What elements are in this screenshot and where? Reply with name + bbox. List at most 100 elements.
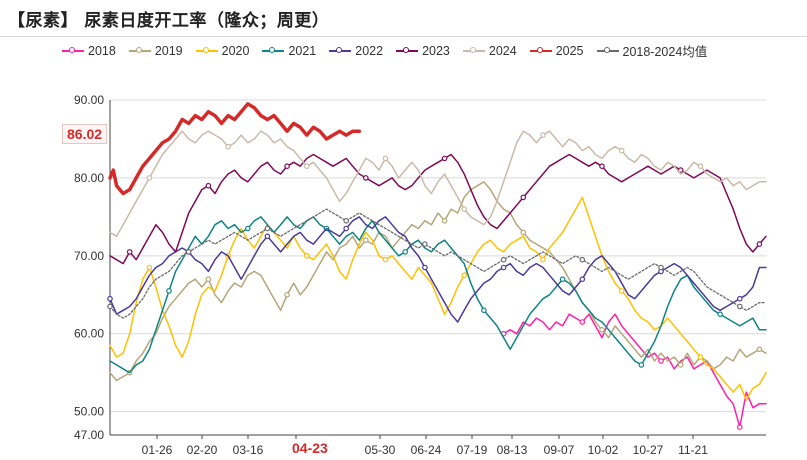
- series-marker-2021: [559, 276, 566, 283]
- chart-title: 【尿素】 尿素日度开工率（隆众；周更）: [8, 11, 330, 31]
- series-marker-2021: [245, 225, 251, 232]
- legend-label: 2018: [88, 43, 116, 58]
- series-marker-2022: [107, 295, 113, 302]
- latest-value-badge: 86.02: [62, 124, 108, 144]
- series-marker-2024: [146, 175, 153, 181]
- series-marker-2019: [284, 291, 290, 298]
- legend-item: 2025: [529, 41, 584, 60]
- current-date-label: 04-23: [288, 440, 332, 456]
- series-marker-2020: [382, 256, 389, 263]
- series-marker-2024: [461, 206, 468, 212]
- legend-item: 2019: [128, 41, 183, 60]
- series-marker-2022: [579, 276, 586, 283]
- x-tick-label: 07-19: [457, 443, 488, 457]
- series-line-2025: [108, 102, 362, 196]
- series-marker-2024: [382, 155, 389, 162]
- legend-item: 2023: [396, 41, 450, 60]
- series-marker-2021: [402, 249, 409, 255]
- legend-item: 2021: [262, 41, 316, 60]
- series-line-2019: [109, 181, 767, 382]
- series-marker-2024: [540, 132, 546, 138]
- legend-swatch: [262, 46, 285, 56]
- series-marker-2023: [362, 175, 369, 181]
- series-line-2023: [109, 153, 767, 265]
- legend-label: 2018-2024均值: [622, 45, 708, 59]
- x-tick-label: 03-16: [233, 443, 264, 457]
- legend-item: 2022: [329, 41, 383, 60]
- series-line-2020: [109, 196, 767, 401]
- chart-legend: 2018 2019 2020 2021 2022 2023 2024 2025 2018-202…: [62, 41, 707, 60]
- series-marker-2019: [205, 276, 212, 283]
- series-marker-2023: [284, 163, 290, 170]
- legend-swatch: [529, 46, 552, 56]
- series-marker-2018-2024均值: [579, 256, 586, 263]
- legend-marker: [403, 46, 410, 53]
- series-marker-2023: [677, 167, 684, 173]
- series-marker-2019: [677, 362, 684, 368]
- legend-label: 2020: [221, 43, 250, 58]
- series-marker-2018: [736, 424, 743, 431]
- series-marker-2024: [618, 147, 625, 154]
- series-marker-2023: [520, 194, 527, 201]
- x-tick-label: 08-13: [497, 443, 528, 457]
- series-marker-2018-2024均值: [343, 218, 350, 224]
- series-marker-2020: [461, 272, 468, 279]
- series-marker-2020: [697, 354, 704, 360]
- series-marker-2019: [599, 326, 605, 333]
- series-marker-2023: [756, 241, 763, 247]
- legend-marker: [69, 46, 75, 53]
- series-marker-2020: [303, 253, 310, 259]
- series-marker-2023: [599, 163, 605, 170]
- legend-marker: [536, 46, 543, 53]
- y-tick-label: 90.00: [74, 93, 104, 107]
- series-line-2024: [109, 130, 767, 238]
- x-tick-label: 02-20: [187, 443, 218, 457]
- series-marker-2022: [264, 233, 271, 240]
- legend-item: 2020: [195, 41, 250, 60]
- series-marker-2024: [697, 163, 704, 170]
- series-marker-2022: [422, 264, 428, 271]
- x-tick-label: 11-21: [678, 443, 708, 457]
- y-tick-label: 80.00: [74, 171, 104, 185]
- series-marker-2018: [579, 319, 586, 325]
- x-tick-label: 06-24: [411, 443, 442, 457]
- legend-marker: [135, 46, 142, 53]
- series-marker-2020: [146, 264, 153, 271]
- series-marker-2022: [500, 264, 507, 271]
- legend-label: 2025: [555, 43, 584, 58]
- series-marker-2022: [343, 225, 350, 232]
- series-line-2018-2024均值: [109, 208, 767, 319]
- legend-label: 2019: [154, 43, 183, 58]
- x-tick-label: 01-26: [142, 443, 173, 457]
- legend-swatch: [396, 46, 419, 56]
- y-tick-label: 47.00: [74, 428, 104, 442]
- series-marker-2018-2024均值: [422, 241, 428, 247]
- series-marker-2018-2024均值: [500, 256, 507, 263]
- series-marker-2019: [520, 229, 527, 236]
- series-marker-2018-2024均值: [658, 264, 664, 271]
- series-marker-2020: [540, 256, 546, 263]
- series-marker-2023: [441, 155, 448, 162]
- series-marker-2021: [481, 307, 487, 314]
- legend-label: 2023: [422, 43, 450, 58]
- legend-swatch: [596, 46, 619, 56]
- legend-label: 2021: [288, 43, 317, 58]
- y-tick-label: 50.00: [74, 405, 104, 419]
- series-marker-2019: [362, 237, 369, 244]
- x-tick-label: 09-07: [544, 443, 575, 457]
- series-line-2022: [109, 216, 767, 323]
- legend-marker: [603, 46, 610, 53]
- legend-label: 2024: [488, 43, 517, 58]
- series-marker-2020: [618, 288, 625, 294]
- series-marker-2019: [441, 218, 448, 224]
- series-marker-2024: [303, 163, 310, 170]
- series-marker-2024: [225, 143, 231, 150]
- series-marker-2018: [658, 358, 664, 364]
- series-marker-2018-2024均值: [107, 303, 113, 310]
- series-marker-2019: [756, 346, 763, 353]
- series-line-2018: [502, 313, 767, 428]
- legend-marker: [202, 46, 209, 53]
- series-marker-2018-2024均值: [264, 225, 271, 232]
- legend-label: 2022: [355, 43, 384, 58]
